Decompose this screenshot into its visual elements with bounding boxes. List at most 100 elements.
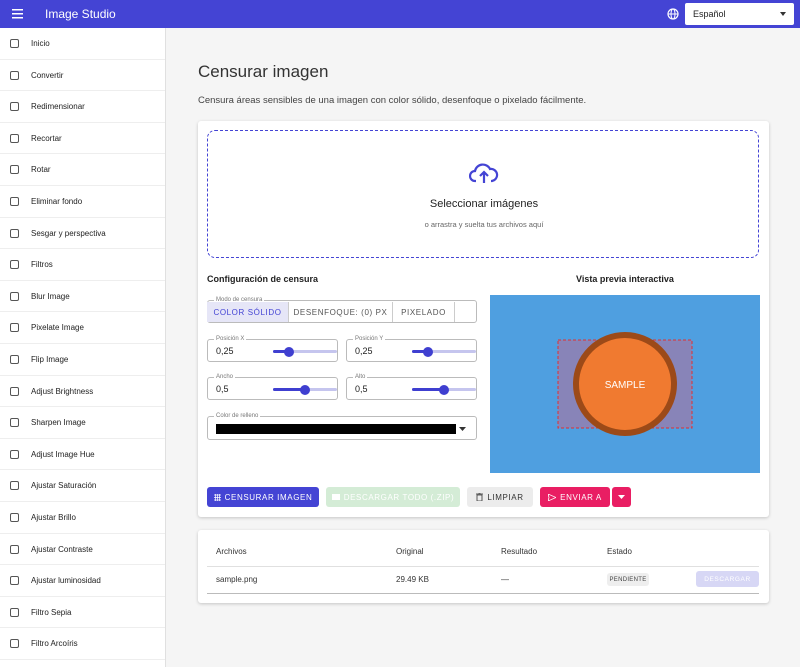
cell: —	[501, 575, 509, 584]
clear-button[interactable]: LIMPIAR	[467, 487, 533, 507]
nav-label: Rotar	[31, 165, 51, 175]
nav-item[interactable]: Ajustar luminosidad	[0, 565, 165, 597]
dropzone[interactable]: Seleccionar imágenes o arrastra y suelta…	[207, 130, 759, 258]
field-value: 0,25	[355, 346, 373, 356]
status: PENDIENTE	[609, 576, 647, 583]
field-label: Posición X	[214, 336, 247, 342]
column-header: Archivos	[216, 547, 247, 556]
nav-item[interactable]: Inicio	[0, 28, 165, 60]
nav-label: Filtros	[31, 260, 53, 270]
nav-item[interactable]: Redimensionar	[0, 91, 165, 123]
slider-thumb[interactable]	[439, 384, 449, 395]
dropzone-subtitle: o arrastra y suelta tus archivos aquí	[424, 220, 544, 229]
nav-item[interactable]: Blur Image	[0, 281, 165, 313]
slider-thumb[interactable]	[300, 384, 310, 395]
mode-label: Modo de censura	[214, 297, 265, 303]
slider-track	[412, 350, 476, 353]
nav-item[interactable]: Ajustar Brillo	[0, 502, 165, 534]
nav-item[interactable]: Rotar	[0, 154, 165, 186]
nav-label: Eliminar fondo	[31, 197, 83, 206]
slider-thumb[interactable]	[423, 346, 433, 357]
nav-icon	[10, 291, 19, 301]
nav-label: Sesgar y perspectiva	[31, 228, 106, 238]
preview[interactable]: SAMPLE	[490, 295, 760, 473]
menu-icon[interactable]	[12, 8, 24, 19]
nav-label: Flip Image	[31, 355, 69, 364]
nav-item[interactable]: Ajustar Contraste	[0, 534, 165, 566]
config-title: Configuración de censura	[207, 274, 319, 284]
page-title: Censurar imagen	[198, 62, 329, 81]
column-header: Resultado	[501, 547, 538, 556]
number-field[interactable]: Ancho 0,5	[207, 374, 338, 400]
app-title: Image Studio	[45, 7, 116, 21]
nav-label: Ajustar Brillo	[31, 513, 76, 522]
nav-icon	[10, 576, 19, 586]
nav-icon	[10, 386, 19, 396]
nav-item[interactable]: Convertir	[0, 60, 165, 92]
download-all-button[interactable]: DESCARGAR TODO (.ZIP)	[326, 487, 460, 507]
nav-icon	[10, 102, 19, 112]
nav-item[interactable]: Filtros	[0, 249, 165, 281]
nav-item[interactable]: Flip Image	[0, 344, 165, 376]
number-field[interactable]: Posición Y 0,25	[346, 336, 477, 362]
nav-item[interactable]: Adjust Image Hue	[0, 439, 165, 471]
nav-icon	[10, 607, 19, 617]
nav-label: Recortar	[31, 133, 62, 143]
nav-icon	[10, 133, 19, 143]
nav-item[interactable]: Recortar	[0, 123, 165, 155]
slider-fill	[273, 388, 305, 391]
nav-icon	[10, 165, 19, 175]
mode-button[interactable]: COLOR SÓLIDO	[207, 302, 289, 322]
nav-icon	[10, 513, 19, 522]
mode-label: COLOR SÓLIDO	[213, 307, 282, 317]
nav-item[interactable]: Sharpen Image	[0, 407, 165, 439]
nav-item[interactable]: Filtro Sepia	[0, 597, 165, 629]
nav-label: Pixelate Image	[31, 323, 84, 333]
send-button[interactable]: ENVIAR A	[540, 487, 610, 507]
field-value: 0,5	[216, 384, 229, 394]
mode-button[interactable]: DESENFOQUE: (0) PX	[289, 302, 393, 322]
number-field[interactable]: Posición X 0,25	[207, 336, 338, 362]
field-label: Posición Y	[353, 336, 386, 342]
nav-item[interactable]: Pixelate Image	[0, 312, 165, 344]
preview-title: Vista previa interactiva	[576, 274, 674, 284]
caret	[780, 12, 786, 16]
send-menu-button[interactable]	[612, 487, 631, 507]
nav-item[interactable]: Eliminar fondo	[0, 186, 165, 218]
slider-fill	[412, 350, 428, 353]
number-field[interactable]: Alto 0,5	[346, 374, 477, 400]
nav-label: Blur Image	[31, 291, 70, 301]
language-select[interactable]: Español	[685, 3, 794, 25]
nav-label: Ajustar Saturación	[31, 481, 97, 491]
label: DESCARGAR	[704, 575, 751, 583]
nav-label: Filtro Arcoíris	[31, 639, 78, 649]
nav-label: Adjust Brightness	[31, 386, 94, 396]
label: CENSURAR IMAGEN	[224, 492, 313, 502]
field-label: Alto	[353, 374, 368, 380]
caret	[459, 427, 466, 431]
nav-label: Inicio	[31, 39, 50, 48]
dropzone-title: Seleccionar imágenes	[429, 198, 539, 210]
nav-icon	[10, 39, 19, 48]
divider	[207, 593, 759, 594]
color-field[interactable]: Color de relleno	[207, 413, 477, 440]
nav-item[interactable]: Filtro Arcoíris	[0, 628, 165, 660]
top-bar: Image Studio Español	[0, 0, 800, 28]
mode-button[interactable]: PIXELADO	[393, 302, 455, 322]
slider-thumb[interactable]	[284, 346, 294, 357]
nav-icon	[10, 197, 19, 206]
nav-item[interactable]: Ajustar Saturación	[0, 470, 165, 502]
globe-icon	[667, 8, 679, 20]
mode-label: DESENFOQUE: (0) PX	[293, 307, 388, 317]
nav-item[interactable]: Sesgar y perspectiva	[0, 218, 165, 250]
nav-item[interactable]: Adjust Brightness	[0, 376, 165, 408]
censor-button[interactable]: CENSURAR IMAGEN	[207, 487, 319, 507]
nav-label: Sharpen Image	[31, 418, 86, 428]
label: ENVIAR A	[560, 492, 602, 502]
download-button[interactable]: DESCARGAR	[696, 571, 759, 587]
field-value: 0,25	[216, 346, 234, 356]
field-label: Ancho	[214, 374, 236, 380]
nav-icon	[10, 355, 19, 364]
nav-icon	[10, 228, 19, 238]
